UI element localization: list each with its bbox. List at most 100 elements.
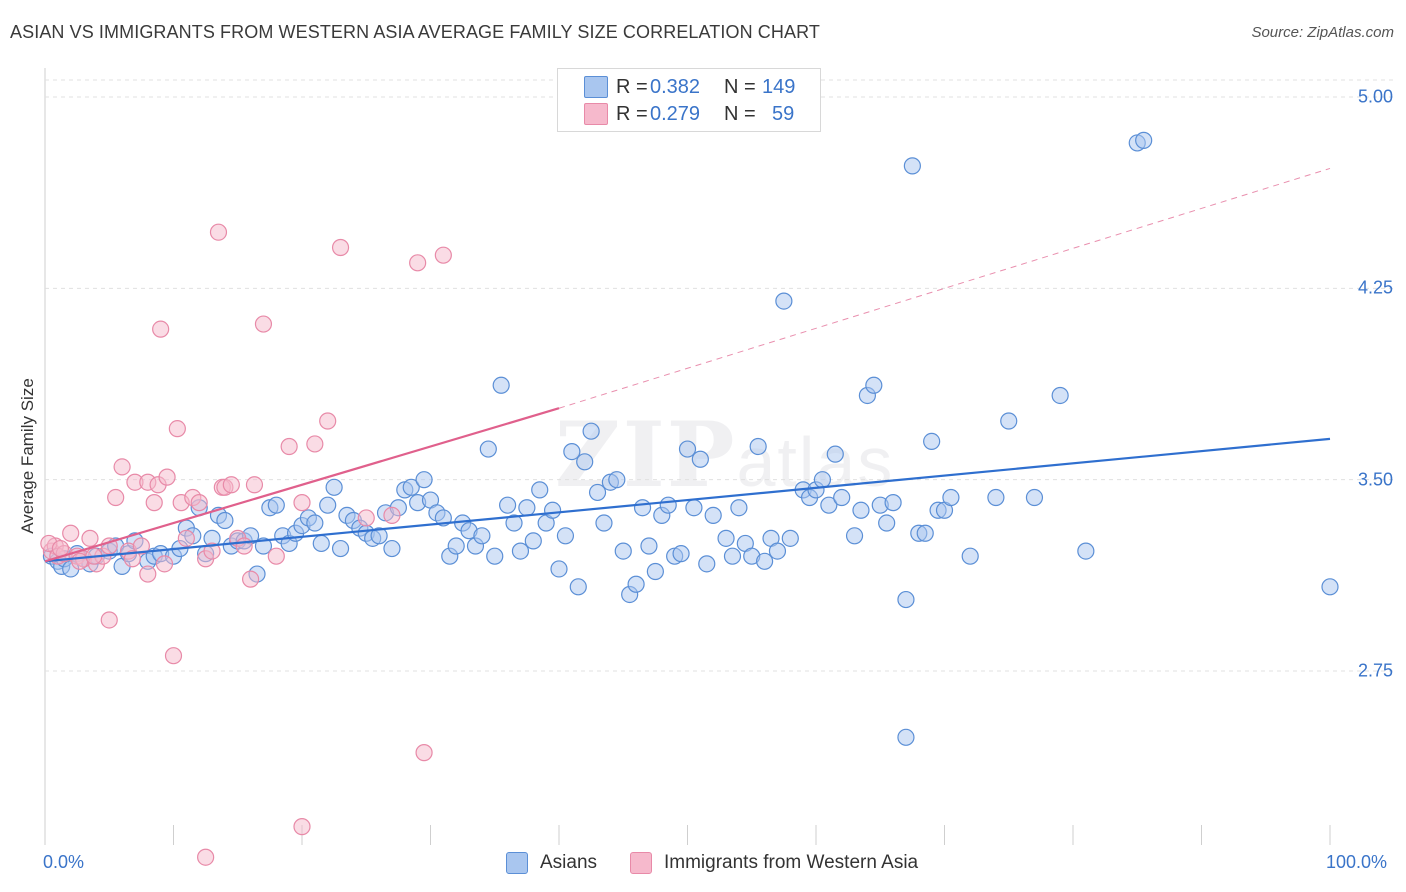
- asian-point: [865, 376, 883, 394]
- immigrant-trend-extension: [558, 167, 1331, 409]
- immigrant-point: [209, 223, 228, 241]
- asian-point: [691, 450, 709, 468]
- asian-point: [1321, 578, 1339, 596]
- asian-point: [749, 437, 767, 456]
- immigrant-point: [139, 565, 157, 583]
- immigrant-point: [434, 246, 452, 264]
- immigrant-point: [293, 494, 311, 512]
- asian-point: [1051, 386, 1069, 405]
- immigrant-point: [222, 476, 240, 494]
- asian-point: [627, 575, 645, 593]
- asian-point: [325, 478, 343, 496]
- legend-r-value-asians: 0.382: [650, 75, 701, 98]
- asian-point: [672, 545, 690, 563]
- asian-point: [1000, 412, 1018, 430]
- asian-point: [473, 527, 491, 545]
- asian-point: [1025, 488, 1044, 507]
- immigrant-point: [409, 254, 427, 272]
- asian-point: [370, 527, 388, 545]
- asian-point: [897, 728, 915, 746]
- asian-point: [852, 501, 870, 519]
- legend-swatch-immigrants: [630, 852, 652, 874]
- immigrant-point: [242, 570, 260, 588]
- y-tick-label: 3.50: [1357, 469, 1393, 490]
- legend-n-label: N =: [724, 75, 756, 98]
- asian-point: [383, 539, 401, 558]
- immigrant-point: [357, 509, 375, 527]
- asian-point: [556, 527, 575, 545]
- immigrant-point: [132, 537, 150, 555]
- asian-point: [826, 445, 844, 463]
- asian-point: [505, 514, 523, 532]
- chart-source: Source: ZipAtlas.com: [1251, 24, 1394, 41]
- legend-r-label: R =: [616, 75, 648, 98]
- asian-point: [402, 478, 420, 496]
- immigrant-point: [267, 547, 285, 565]
- asian-point: [531, 481, 549, 499]
- asian-point: [595, 514, 613, 532]
- immigrant-point: [177, 529, 195, 547]
- asian-point: [563, 443, 581, 461]
- asian-point: [884, 494, 902, 512]
- immigrant-point: [235, 537, 253, 555]
- immigrant-point: [100, 611, 118, 629]
- stats-legend: R = 0.382 N = 149 R = 0.279 N = 59: [557, 68, 821, 132]
- asian-point: [775, 292, 793, 310]
- immigrant-point: [158, 468, 176, 486]
- asian-point: [730, 499, 748, 517]
- asian-point: [319, 496, 337, 514]
- legend-r-label: R =: [616, 102, 648, 125]
- immigrant-point: [331, 238, 350, 257]
- asian-point: [576, 453, 594, 471]
- asian-point: [723, 547, 742, 565]
- immigrant-point: [190, 494, 208, 512]
- asian-point: [1135, 131, 1153, 149]
- immigrant-point: [123, 550, 141, 568]
- asian-point: [588, 483, 607, 502]
- asian-point: [640, 537, 658, 555]
- immigrant-point: [155, 555, 174, 573]
- legend-n-label: N =: [724, 102, 756, 125]
- immigrant-point: [81, 529, 99, 547]
- immigrant-point: [254, 315, 273, 333]
- asian-point: [331, 539, 350, 558]
- legend-swatch-asians: [584, 76, 608, 98]
- legend-label-asians: Asians: [540, 852, 598, 873]
- asian-point: [704, 506, 722, 524]
- asian-point: [447, 537, 465, 555]
- asian-point: [878, 514, 896, 532]
- immigrant-point: [293, 818, 311, 836]
- immigrant-point: [245, 476, 264, 494]
- immigrant-point: [107, 488, 125, 507]
- asian-point: [845, 527, 864, 545]
- x-tick-label-min: 0.0%: [43, 852, 85, 872]
- asian-point: [923, 432, 941, 450]
- chart-title: ASIAN VS IMMIGRANTS FROM WESTERN ASIA AV…: [10, 22, 820, 42]
- asian-point: [550, 560, 568, 578]
- asian-point: [1077, 542, 1095, 560]
- asian-point: [254, 537, 273, 555]
- y-tick-label: 5.00: [1357, 86, 1393, 107]
- asian-point: [768, 542, 787, 560]
- legend-item-immigrants: Immigrants from Western Asia: [630, 852, 918, 874]
- immigrant-point: [152, 320, 170, 338]
- asian-point: [479, 440, 497, 458]
- asian-point: [755, 552, 774, 570]
- legend-n-value-immigrants: 59: [772, 102, 795, 125]
- immigrant-point: [145, 494, 163, 512]
- asian-point: [961, 547, 979, 565]
- asian-point: [916, 524, 934, 542]
- asian-point: [569, 578, 587, 596]
- immigrant-point: [203, 542, 221, 560]
- asian-point: [942, 488, 960, 507]
- legend-r-value-immigrants: 0.279: [650, 102, 701, 125]
- asian-trend-line: [44, 437, 1331, 563]
- asian-point: [813, 471, 832, 489]
- x-tick-label-max: 100.0%: [1326, 852, 1388, 872]
- immigrant-point: [383, 506, 401, 524]
- legend-swatch-asians: [506, 852, 528, 874]
- immigrant-point: [306, 435, 324, 453]
- immigrant-point: [197, 848, 215, 866]
- legend-swatch-immigrants: [584, 103, 608, 125]
